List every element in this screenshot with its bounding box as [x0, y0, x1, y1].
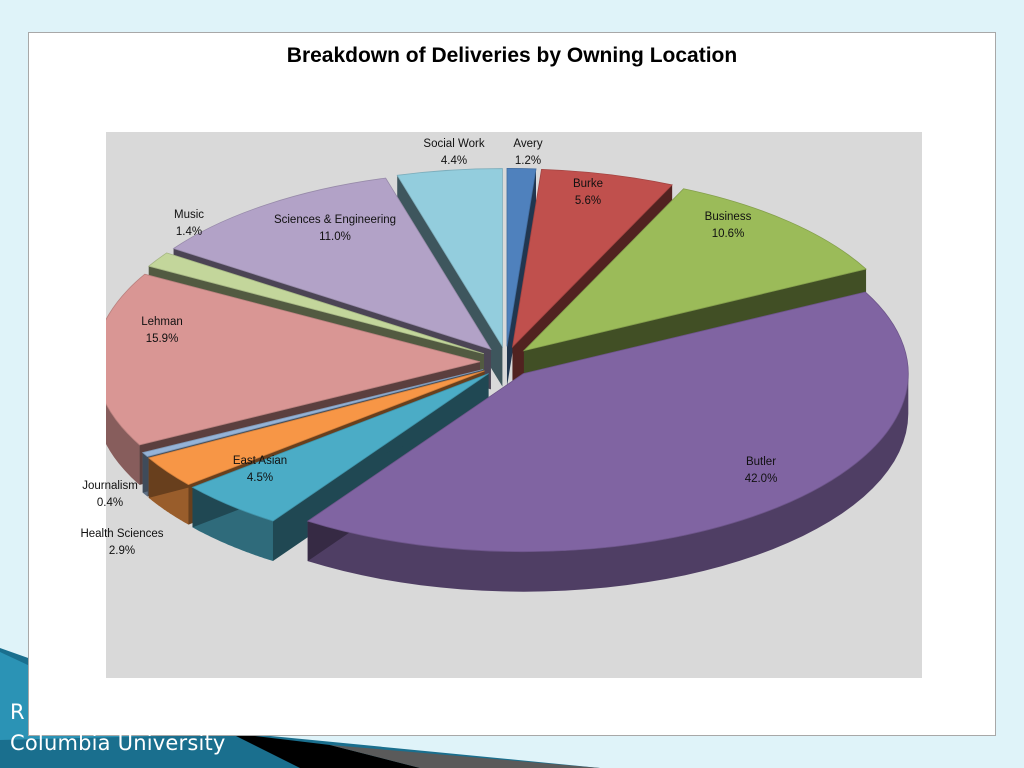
label-journalism-value: 0.4%: [96, 497, 124, 509]
slice-cut-avery-1: [506, 168, 537, 387]
slice-top-health-sciences: [147, 370, 485, 486]
label-east-asian-name: East Asian: [232, 455, 288, 467]
label-burke-name: Burke: [572, 178, 604, 190]
label-music-value: 1.4%: [175, 226, 203, 238]
slice-top-avery: [506, 168, 537, 347]
slice-side-butler: [307, 373, 909, 592]
slice-top-east-asian: [191, 373, 489, 522]
slice-avery: [506, 168, 537, 387]
footer-stripe-black: [230, 733, 420, 768]
plot-area: Avery 1.2% Burke 5.6% Business 10.6% But…: [80, 132, 922, 678]
slice-top-journalism: [141, 369, 484, 457]
label-east-asian: East Asian 4.5%: [233, 453, 287, 487]
label-lehman-name: Lehman: [141, 316, 183, 328]
label-lehman-value: 15.9%: [145, 333, 179, 345]
slice-top-burke: [511, 168, 673, 349]
slice-top-sciences-engineering: [172, 177, 492, 351]
footer-partial-text: R: [10, 700, 25, 724]
label-business: Business 10.6%: [705, 209, 752, 243]
label-health-sciences-value: 2.9%: [108, 545, 136, 557]
label-music: Music 1.4%: [174, 207, 204, 241]
label-business-name: Business: [704, 211, 752, 223]
slice-butler: [306, 291, 909, 592]
label-business-value: 10.6%: [711, 228, 745, 240]
label-social-work: Social Work 4.4%: [423, 136, 484, 170]
label-health-sciences-name: Health Sciences: [80, 528, 164, 540]
footer-stripe-grey: [330, 745, 600, 768]
label-avery: Avery 1.2%: [513, 136, 542, 170]
label-avery-value: 1.2%: [514, 155, 542, 167]
label-social-work-value: 4.4%: [440, 155, 468, 167]
slice-top-business: [522, 188, 867, 352]
label-journalism-name: Journalism: [82, 480, 138, 492]
footer-organization: Columbia University: [10, 731, 226, 755]
label-health-sciences: Health Sciences 2.9%: [80, 526, 163, 560]
slice-top-lehman: [106, 273, 481, 446]
label-burke: Burke 5.6%: [573, 176, 603, 210]
footer-band-dark: [0, 648, 600, 768]
slice-top-music: [147, 252, 485, 355]
slice-top-butler: [306, 291, 909, 553]
slice-top-social-work: [396, 168, 503, 348]
label-sciences-engineering-name: Sciences & Engineering: [273, 214, 397, 226]
label-east-asian-value: 4.5%: [246, 472, 274, 484]
label-social-work-name: Social Work: [423, 138, 485, 150]
label-journalism: Journalism 0.4%: [82, 478, 138, 512]
slice-side-lehman: [106, 404, 140, 485]
label-music-name: Music: [173, 209, 205, 221]
label-burke-value: 5.6%: [574, 195, 602, 207]
label-avery-name: Avery: [513, 138, 543, 150]
label-butler-name: Butler: [745, 456, 777, 468]
label-lehman: Lehman 15.9%: [141, 314, 183, 348]
label-sciences-engineering-value: 11.0%: [319, 231, 351, 243]
chart-title: Breakdown of Deliveries by Owning Locati…: [286, 44, 738, 67]
label-butler-value: 42.0%: [744, 473, 778, 485]
label-butler: Butler 42.0%: [745, 454, 778, 488]
pie-chart: [106, 168, 909, 592]
label-sciences-engineering: Sciences & Engineering 11.0%: [274, 212, 396, 246]
